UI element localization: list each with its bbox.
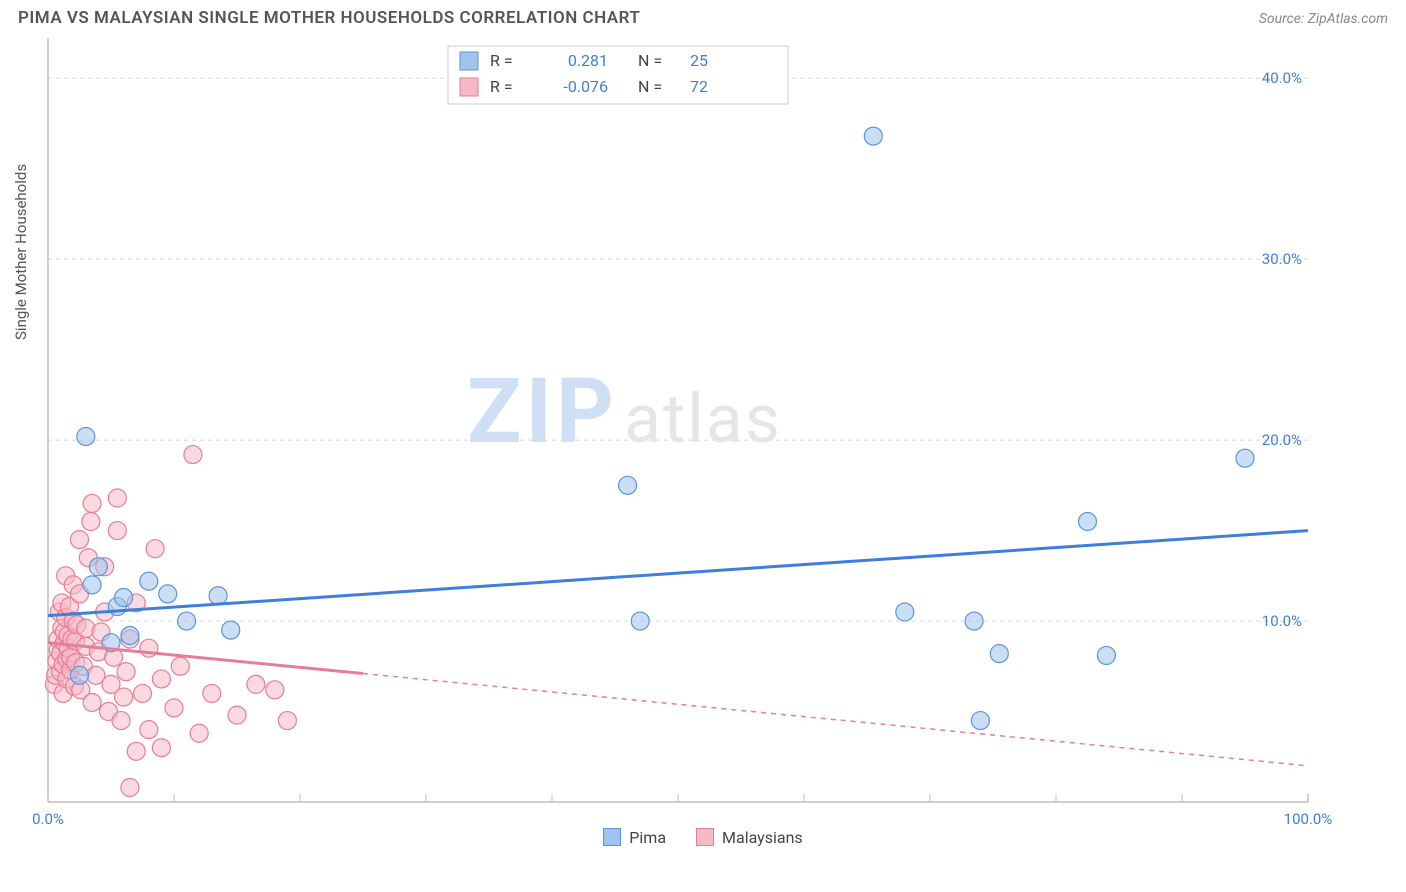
data-point <box>266 681 284 699</box>
legend-n-value: 25 <box>690 51 708 70</box>
data-point <box>190 724 208 742</box>
legend-item: Pima <box>603 828 666 847</box>
data-point <box>184 446 202 464</box>
data-point <box>140 721 158 739</box>
trend-line <box>48 531 1308 616</box>
data-point <box>83 494 101 512</box>
data-point <box>203 684 221 702</box>
data-point <box>1236 449 1254 467</box>
data-point <box>140 572 158 590</box>
data-point <box>228 706 246 724</box>
legend-n-label: N = <box>638 77 662 96</box>
data-point <box>152 739 170 757</box>
data-point <box>1079 513 1097 531</box>
legend-item: Malaysians <box>696 828 803 847</box>
legend-swatch <box>603 828 621 846</box>
source-credit: Source: ZipAtlas.com <box>1259 11 1388 27</box>
data-point <box>990 645 1008 663</box>
data-point <box>178 612 196 630</box>
data-point <box>134 684 152 702</box>
legend-label: Pima <box>629 828 666 847</box>
legend-label: Malaysians <box>722 828 803 847</box>
y-tick-label: 20.0% <box>1262 431 1302 449</box>
data-point <box>127 742 145 760</box>
data-point <box>112 712 130 730</box>
legend-n-value: 72 <box>690 77 708 96</box>
data-point <box>896 603 914 621</box>
legend-r-label: R = <box>490 51 513 70</box>
data-point <box>117 663 135 681</box>
data-point <box>108 522 126 540</box>
legend-r-label: R = <box>490 77 513 96</box>
data-point <box>965 612 983 630</box>
chart-title: PIMA VS MALAYSIAN SINGLE MOTHER HOUSEHOL… <box>18 8 640 28</box>
x-tick-label: 100.0% <box>1284 810 1333 824</box>
x-tick-label: 0.0% <box>32 810 64 824</box>
legend-n-label: N = <box>638 51 662 70</box>
data-point <box>247 675 265 693</box>
data-point <box>278 712 296 730</box>
data-point <box>159 585 177 603</box>
data-point <box>152 670 170 688</box>
data-point <box>115 688 133 706</box>
data-point <box>82 513 100 531</box>
data-point <box>108 489 126 507</box>
data-point <box>71 666 89 684</box>
data-point <box>77 427 95 445</box>
legend-swatch <box>460 78 478 96</box>
trend-line-extrapolated <box>363 674 1308 766</box>
data-point <box>165 699 183 717</box>
watermark: ZIP <box>467 359 618 464</box>
y-axis-label: Single Mother Households <box>12 164 30 340</box>
data-point <box>209 587 227 605</box>
data-point <box>171 657 189 675</box>
data-point <box>83 693 101 711</box>
y-tick-label: 40.0% <box>1262 69 1302 87</box>
data-point <box>631 612 649 630</box>
data-point <box>71 531 89 549</box>
scatter-chart: 10.0% 20.0% 30.0% 40.0% ZIPatlas 0.0% 100.0% R … <box>18 32 1348 824</box>
data-point <box>121 779 139 797</box>
data-point <box>864 127 882 145</box>
data-point <box>1097 646 1115 664</box>
data-point <box>83 576 101 594</box>
watermark: atlas <box>624 379 782 459</box>
y-tick-label: 30.0% <box>1262 250 1302 268</box>
data-point <box>121 627 139 645</box>
legend-swatch <box>696 828 714 846</box>
data-point <box>222 621 240 639</box>
legend-r-value: -0.076 <box>563 77 608 96</box>
data-point <box>619 476 637 494</box>
data-point <box>971 712 989 730</box>
data-point <box>89 558 107 576</box>
data-point <box>146 540 164 558</box>
series-legend: Pima Malaysians <box>0 824 1406 847</box>
y-tick-label: 10.0% <box>1262 612 1302 630</box>
legend-r-value: 0.281 <box>568 51 608 70</box>
legend-swatch <box>460 52 478 70</box>
data-point <box>115 589 133 607</box>
